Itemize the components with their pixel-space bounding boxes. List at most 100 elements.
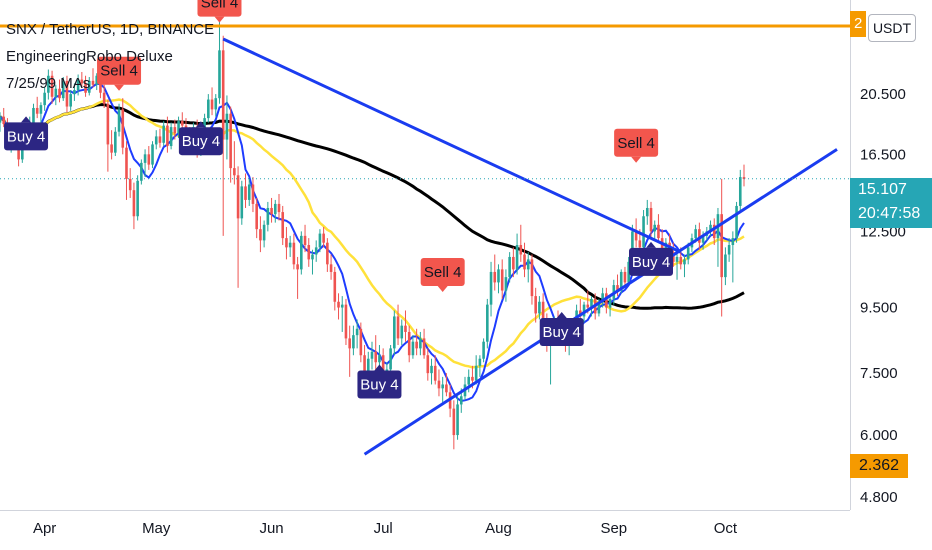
buy-signal-badge[interactable]: Buy 4: [539, 311, 584, 346]
candle: [456, 396, 459, 440]
candle: [359, 322, 363, 363]
candle: [281, 205, 285, 246]
candle: [727, 238, 731, 262]
candle: [486, 298, 489, 349]
indicator-title[interactable]: EngineeringRobo Deluxe ⁣: [6, 48, 177, 65]
candle: [523, 242, 526, 278]
signal-label: Sell 4: [424, 264, 462, 281]
symbol-title: SNX / TetherUS, 1D, BINANCE: [6, 21, 215, 38]
candle: [608, 296, 612, 317]
candle: [2, 107, 6, 128]
candle: [724, 247, 727, 286]
currency-button[interactable]: USDT: [868, 14, 916, 42]
candle: [738, 169, 742, 213]
bottom-price-label: 2.362: [850, 454, 908, 478]
candle: [500, 259, 504, 299]
candle: [396, 304, 400, 346]
candle: [709, 220, 712, 236]
sell-signal-badge[interactable]: Sell 4: [420, 257, 465, 292]
candle: [508, 252, 511, 283]
candle: [504, 269, 508, 302]
candle: [154, 130, 158, 150]
candle: [173, 119, 177, 140]
candle: [437, 369, 441, 397]
candle: [233, 141, 236, 185]
candle: [337, 293, 340, 320]
candle: [538, 296, 541, 320]
bar-countdown: 20:47:58: [858, 205, 921, 222]
candle: [54, 84, 58, 106]
candle: [348, 325, 351, 377]
candle: [415, 328, 418, 356]
candle: [322, 226, 325, 248]
candle: [422, 328, 426, 359]
candle: [452, 400, 456, 450]
candle: [151, 141, 154, 169]
candle: [58, 79, 61, 103]
candle: [649, 201, 653, 239]
price-tick-label: 20.500: [860, 86, 906, 103]
candle: [441, 376, 444, 405]
candle: [735, 201, 738, 243]
candle: [177, 116, 180, 138]
candle: [344, 298, 348, 346]
candle: [642, 210, 645, 253]
candle: [370, 341, 374, 370]
candle: [132, 182, 136, 230]
candle: [340, 296, 344, 332]
sell-signal-badge[interactable]: Sell 4: [614, 128, 659, 163]
buy-signal-badge[interactable]: Buy 4: [357, 364, 402, 399]
buy-signal-badge[interactable]: Buy 4: [629, 241, 673, 276]
candle: [601, 287, 604, 308]
candle: [117, 103, 121, 137]
candle: [218, 19, 221, 104]
sell-signal-badge[interactable]: Sell 4: [97, 56, 142, 91]
candle: [106, 99, 110, 172]
candle: [166, 116, 169, 153]
signal-label: Sell 4: [617, 135, 655, 152]
price-tick-label: 7.500: [860, 365, 898, 382]
candle: [653, 220, 657, 241]
ma-25-line: [0, 98, 745, 369]
time-tick-label: Sep: [600, 520, 627, 537]
candle: [519, 224, 523, 262]
candle: [255, 197, 258, 239]
candle: [214, 94, 218, 117]
candle: [445, 373, 448, 397]
candle: [411, 335, 415, 359]
buy-signal-badge[interactable]: Buy 4: [4, 116, 49, 151]
candle: [128, 168, 132, 198]
candle: [605, 287, 608, 314]
price-tick-label: 4.800: [860, 489, 898, 506]
trendline-2[interactable]: [363, 148, 838, 456]
buy-signal-badge[interactable]: Buy 4: [178, 121, 223, 156]
sell-signal-badge[interactable]: Sell 4: [197, 0, 242, 23]
candle: [262, 220, 266, 248]
candle: [0, 112, 2, 132]
candle: [95, 73, 99, 91]
last-price-value: 15.107: [858, 181, 907, 198]
candle: [623, 266, 627, 288]
candle: [273, 199, 277, 223]
candle: [162, 121, 165, 147]
candle: [270, 197, 273, 223]
candle: [515, 233, 519, 275]
ma-title[interactable]: 7/25/99 MAs: [6, 75, 91, 92]
candle: [526, 252, 530, 283]
signal-label: Buy 4: [7, 128, 45, 145]
candle: [720, 178, 723, 317]
candle: [236, 166, 240, 288]
candle: [352, 325, 355, 356]
signal-label: Buy 4: [360, 376, 398, 393]
candle: [400, 319, 404, 346]
candle: [251, 177, 255, 213]
candle: [474, 355, 478, 385]
candle: [296, 256, 299, 299]
candle: [61, 77, 65, 101]
trendline-1[interactable]: [222, 37, 682, 254]
candle: [69, 90, 72, 111]
candle: [47, 69, 50, 100]
candle: [125, 141, 128, 200]
price-tick-label: 16.500: [860, 146, 906, 163]
